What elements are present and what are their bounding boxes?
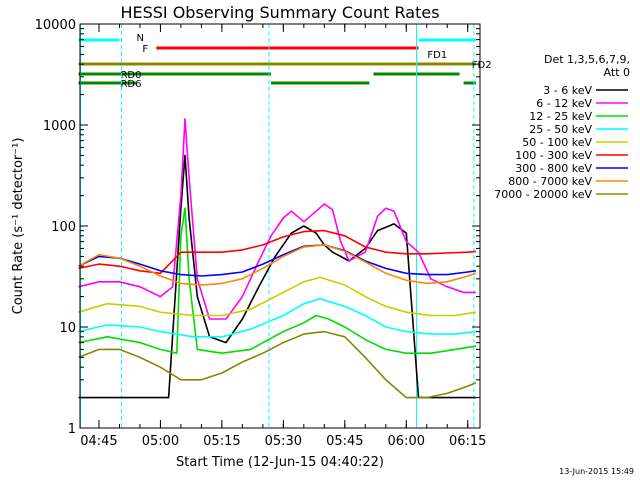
y-axis: 1 10 100 1000 10000 (35, 18, 480, 437)
x-tick-label: 05:45 (326, 434, 363, 449)
series-6-12-kev (78, 118, 476, 320)
x-tick-label: 05:15 (203, 434, 240, 449)
legend-label: 800 - 7000 keV (508, 175, 592, 188)
legend-label: 50 - 100 keV (522, 136, 592, 149)
series-12-25-kev (78, 207, 477, 355)
y-tick-label: 100 (51, 220, 76, 235)
x-tick-label: 05:00 (142, 434, 179, 449)
legend-label: 100 - 300 keV (515, 149, 592, 162)
y-tick-label: 1000 (43, 119, 76, 134)
legend-label: 7000 - 20000 keV (494, 188, 592, 201)
legend-label: 3 - 6 keV (543, 84, 592, 97)
chart-title: HESSI Observing Summary Count Rates (120, 3, 439, 22)
series-50-100-kev (78, 276, 477, 317)
x-tick-label: 05:30 (265, 434, 302, 449)
generation-timestamp: 13-Jun-2015 15:49 (559, 467, 634, 476)
legend-header-line2: Att 0 (604, 66, 630, 79)
y-tick-label: 1 (68, 422, 76, 437)
flag-label-n: N (136, 33, 143, 44)
x-axis-label: Start Time (12-Jun-15 04:40:22) (176, 455, 384, 470)
flag-label-fd1: FD1 (427, 50, 447, 61)
legend-label: 6 - 12 keV (536, 97, 592, 110)
flag-label-rd0: RD0 (120, 70, 141, 81)
flag-label-fd2: FD2 (472, 60, 492, 71)
series-25-50-kev (78, 297, 476, 338)
x-tick-label: 04:45 (80, 434, 117, 449)
legend-label: 12 - 25 keV (529, 110, 592, 123)
flag-label-f: F (142, 44, 148, 55)
y-tick-label: 10 (59, 321, 76, 336)
y-tick-label: 10000 (35, 18, 76, 33)
x-tick-label: 06:15 (449, 434, 486, 449)
legend-label: 25 - 50 keV (529, 123, 592, 136)
series-100-300-kev (78, 229, 476, 275)
data-series (78, 118, 477, 399)
x-axis: 04:45 05:00 05:15 05:30 05:45 06:00 06:15 (80, 24, 486, 449)
y-axis-label: Count Rate (s⁻¹ detector⁻¹) (11, 138, 26, 315)
flag-label-rd6: RD6 (120, 79, 141, 90)
series-300-800-kev (78, 244, 477, 277)
series-3-6-kev (78, 154, 476, 399)
series-7000-20000-kev (78, 330, 477, 399)
legend-header-line1: Det 1,3,5,6,7,9, (544, 53, 630, 66)
x-tick-label: 06:00 (388, 434, 425, 449)
legend-label: 300 - 800 keV (515, 162, 592, 175)
series-800-7000-kev (78, 244, 477, 286)
